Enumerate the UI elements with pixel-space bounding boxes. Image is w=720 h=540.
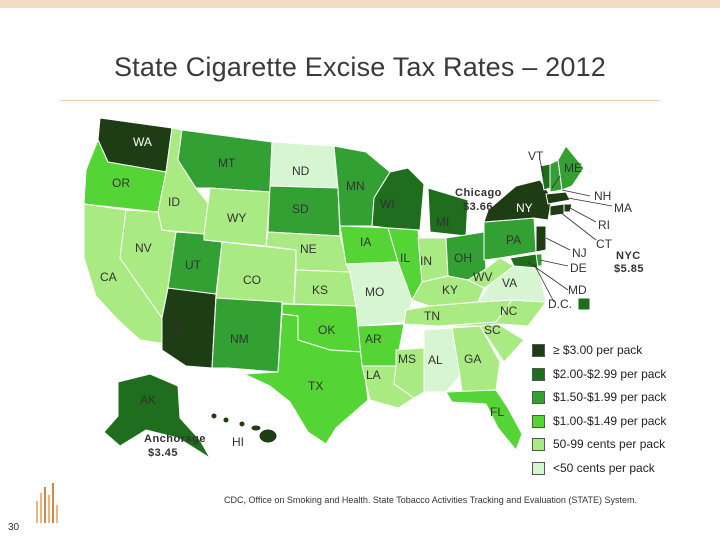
- label-IL: IL: [400, 251, 410, 265]
- legend-label: $1.50-$1.99 per pack: [553, 390, 667, 404]
- state-AL[interactable]: [423, 327, 461, 393]
- label-VT: VT: [528, 149, 544, 163]
- legend-swatch: [532, 438, 545, 451]
- label-PA: PA: [506, 233, 521, 247]
- label-TX: TX: [308, 379, 323, 393]
- label-DE: DE: [570, 261, 587, 275]
- label-MT: MT: [218, 156, 236, 170]
- state-AK[interactable]: [103, 373, 211, 459]
- label-LA: LA: [366, 368, 381, 382]
- page-number: 30: [8, 522, 20, 533]
- legend-swatch: [532, 461, 545, 475]
- state-FL[interactable]: [445, 389, 523, 451]
- label-DC: D.C.: [548, 297, 572, 311]
- state-WI[interactable]: [371, 167, 425, 231]
- label-AR: AR: [365, 332, 382, 346]
- label-UT: UT: [185, 258, 202, 272]
- state-MA[interactable]: [545, 191, 571, 205]
- legend-swatch: [532, 391, 545, 404]
- label-KS: KS: [312, 283, 328, 297]
- top-accent-bar: [0, 0, 720, 8]
- nyc-label: NYC: [616, 250, 641, 262]
- label-WV: WV: [473, 270, 492, 284]
- label-MN: MN: [346, 179, 365, 193]
- label-AL: AL: [428, 353, 443, 367]
- state-HI[interactable]: [210, 412, 278, 444]
- legend-label: $1.00-$1.49 per pack: [553, 413, 667, 428]
- label-OH: OH: [454, 251, 472, 265]
- legend-label: ≥ $3.00 per pack: [553, 343, 643, 357]
- label-ND: ND: [292, 164, 310, 178]
- state-TX[interactable]: [243, 313, 369, 445]
- legend-swatch: [532, 344, 545, 357]
- legend-swatch: [532, 414, 545, 428]
- label-GA: GA: [464, 352, 481, 366]
- label-NJ: NJ: [572, 246, 587, 260]
- label-CA: CA: [100, 270, 117, 284]
- label-NM: NM: [230, 332, 249, 346]
- label-NE: NE: [300, 242, 317, 256]
- chicago-label: Chicago: [455, 187, 502, 199]
- label-SD: SD: [292, 202, 309, 216]
- chicago-value: $3.66: [463, 201, 493, 213]
- label-NV: NV: [135, 241, 152, 255]
- cdc-logo-bars: [36, 483, 62, 523]
- label-WA: WA: [133, 135, 152, 149]
- label-NY: NY: [516, 201, 533, 215]
- slide-title: State Cigarette Excise Tax Rates – 2012: [113, 52, 607, 82]
- label-ID: ID: [168, 195, 180, 209]
- label-MD: MD: [568, 283, 587, 297]
- anchorage-value: $3.45: [148, 447, 178, 459]
- label-KY: KY: [442, 283, 458, 297]
- legend-swatch: [532, 367, 545, 381]
- source-citation: CDC, Office on Smoking and Health. State…: [224, 495, 638, 505]
- label-MA: MA: [614, 201, 632, 215]
- city-notes: Chicago $3.66 NYC $5.85 Anchorage $3.45: [144, 187, 644, 459]
- label-WI: WI: [380, 197, 395, 211]
- label-AZ: AZ: [170, 321, 185, 335]
- label-CT: CT: [596, 237, 613, 251]
- label-AK: AK: [140, 393, 156, 407]
- dc-marker[interactable]: [577, 297, 591, 311]
- state-labels: WA OR CA ID NV AZ MT WY UT CO NM ND SD N…: [100, 135, 632, 449]
- label-WY: WY: [227, 211, 246, 225]
- label-NC: NC: [500, 304, 518, 318]
- label-SC: SC: [484, 323, 501, 337]
- state-NC[interactable]: [439, 299, 547, 327]
- label-OK: OK: [318, 323, 335, 337]
- nyc-value: $5.85: [614, 263, 644, 275]
- state-NM[interactable]: [211, 297, 283, 373]
- label-MI: MI: [436, 215, 449, 229]
- state-NJ[interactable]: [535, 225, 547, 253]
- legend-label: <50 cents per pack: [553, 460, 655, 475]
- label-IA: IA: [360, 235, 371, 249]
- legend-label: $2.00-$2.99 per pack: [553, 366, 667, 381]
- label-NH: NH: [594, 189, 611, 203]
- label-MO: MO: [365, 285, 384, 299]
- anchorage-label: Anchorage: [144, 433, 206, 445]
- label-CO: CO: [243, 273, 261, 287]
- label-TN: TN: [424, 309, 440, 323]
- label-ME: ME: [564, 161, 582, 175]
- state-CT[interactable]: [549, 203, 565, 217]
- label-RI: RI: [598, 218, 610, 232]
- label-IN: IN: [420, 254, 432, 268]
- state-ME[interactable]: [557, 145, 585, 191]
- label-MS: MS: [398, 352, 416, 366]
- leader-lines: [527, 159, 613, 303]
- label-VA: VA: [502, 276, 517, 290]
- legend-label: 50-99 cents per pack: [553, 437, 666, 451]
- label-HI: HI: [232, 435, 244, 449]
- label-FL: FL: [490, 405, 504, 419]
- label-OR: OR: [112, 176, 130, 190]
- title-underline: [60, 100, 660, 101]
